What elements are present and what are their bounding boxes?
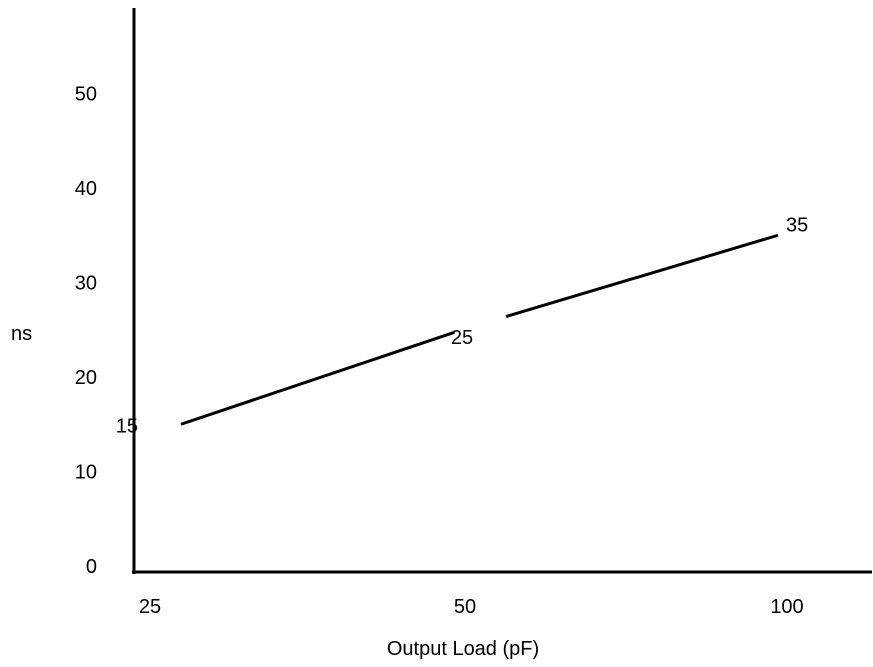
data-labels: 15 25 35 <box>116 214 809 437</box>
y-tick-label-10: 10 <box>75 462 97 484</box>
x-tick-label-50: 50 <box>454 596 476 618</box>
y-tick-label-40: 40 <box>75 178 97 200</box>
data-label-100: 35 <box>786 214 808 236</box>
data-label-50: 25 <box>451 327 473 349</box>
y-tick-label-20: 20 <box>75 367 97 389</box>
y-tick-label-50: 50 <box>75 84 97 106</box>
y-tick-label-0: 0 <box>86 556 97 578</box>
x-tick-label-100: 100 <box>770 596 803 618</box>
series-lines <box>180 233 779 426</box>
y-tick-labels: 0 10 20 30 40 50 <box>75 84 97 579</box>
data-label-25: 15 <box>116 415 138 437</box>
series-line-segment-1 <box>180 330 455 426</box>
x-tick-label-25: 25 <box>139 596 161 618</box>
x-tick-labels: 25 50 100 <box>139 596 804 618</box>
y-axis-label: ns <box>11 323 32 345</box>
x-axis-label: Output Load (pF) <box>387 638 539 660</box>
series-line-segment-2 <box>505 233 779 319</box>
y-tick-label-30: 30 <box>75 273 97 295</box>
